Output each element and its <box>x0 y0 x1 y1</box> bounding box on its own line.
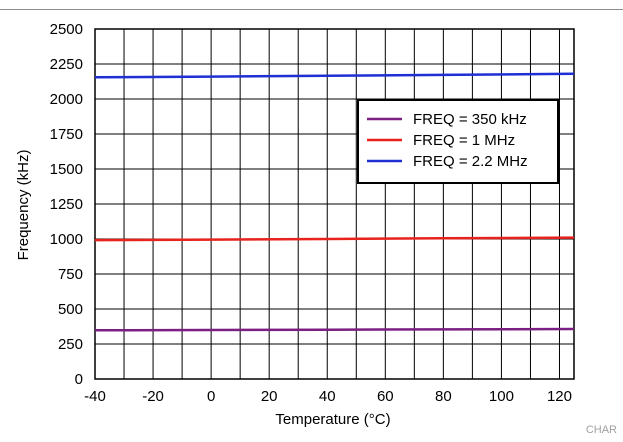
y-tick-labels: 0 250 500 750 1000 1250 1500 1750 2000 2250 2500 <box>50 21 83 388</box>
x-tick-label: 40 <box>319 388 336 405</box>
y-tick-label: 1750 <box>50 126 83 143</box>
y-tick-label: 500 <box>58 301 83 318</box>
x-tick-label: 80 <box>435 388 452 405</box>
series-line-2 <box>94 72 575 79</box>
x-tick-label: 100 <box>489 388 514 405</box>
y-axis-title: Frequency (kHz) <box>15 150 32 261</box>
legend-label-0: FREQ = 350 kHz <box>413 111 527 128</box>
x-tick-label: 0 <box>207 388 215 405</box>
x-axis-title: Temperature (°C) <box>275 411 390 428</box>
y-tick-label: 2000 <box>50 91 83 108</box>
series-line-0 <box>94 327 575 332</box>
series-line-1 <box>94 236 575 242</box>
corner-note: CHAR <box>586 424 617 436</box>
y-tick-label: 2500 <box>50 21 83 38</box>
y-tick-label: 1500 <box>50 161 83 178</box>
grid <box>94 28 574 380</box>
y-tick-label: 1000 <box>50 231 83 248</box>
x-tick-label: 60 <box>377 388 394 405</box>
y-tick-label: 2250 <box>50 56 83 73</box>
x-tick-label: -40 <box>84 388 106 405</box>
legend-box <box>357 99 559 184</box>
legend: FREQ = 350 kHz FREQ = 1 MHz FREQ = 2.2 MHz <box>357 99 559 184</box>
plot-frame <box>94 28 575 380</box>
legend-label-1: FREQ = 1 MHz <box>413 132 515 149</box>
y-tick-label: 0 <box>75 371 83 388</box>
x-tick-label: -20 <box>142 388 164 405</box>
legend-label-2: FREQ = 2.2 MHz <box>413 153 528 170</box>
x-tick-label: 20 <box>261 388 278 405</box>
y-tick-label: 250 <box>58 336 83 353</box>
top-rule <box>0 9 623 10</box>
y-tick-label: 750 <box>58 266 83 283</box>
x-tick-labels: -40 -20 0 20 40 60 80 100 120 <box>84 388 572 405</box>
x-tick-label: 120 <box>547 388 572 405</box>
y-tick-label: 1250 <box>50 196 83 213</box>
series-layer <box>94 72 575 332</box>
